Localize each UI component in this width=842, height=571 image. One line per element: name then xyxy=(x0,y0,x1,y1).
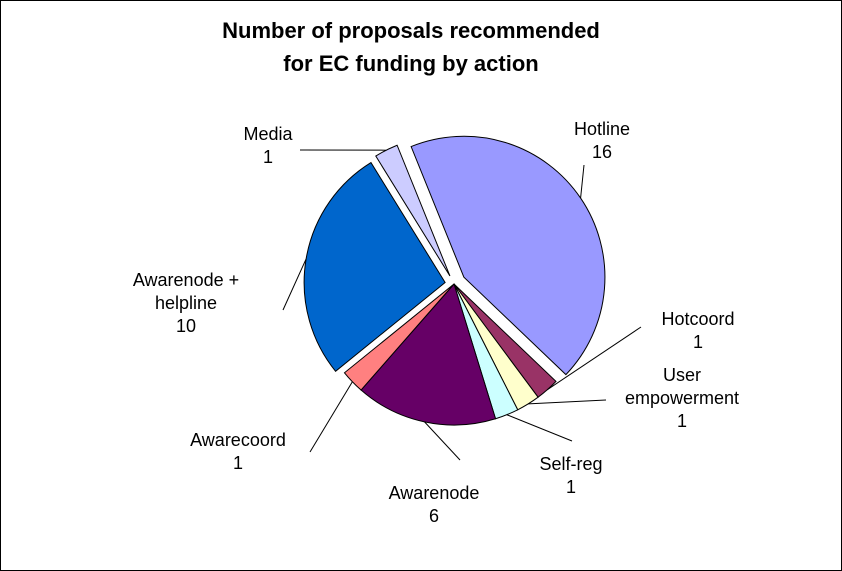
slice-name: helpline xyxy=(155,293,217,313)
leader-lines xyxy=(282,149,642,461)
slice-name: Hotcoord xyxy=(661,309,734,329)
slice-value: 1 xyxy=(693,332,703,352)
pie-slice-awarenode xyxy=(360,282,497,426)
slice-value: 1 xyxy=(233,453,243,473)
pie-slice-hotline xyxy=(410,135,606,376)
slice-label-awarecoord: Awarecoord 1 xyxy=(190,430,286,473)
slice-label-media: Media 1 xyxy=(243,124,293,167)
slice-value: 16 xyxy=(592,142,612,162)
chart-title-line-2: for EC funding by action xyxy=(283,51,538,76)
pie-slices xyxy=(303,135,606,426)
slice-name: Awarenode xyxy=(389,483,480,503)
slice-name: Awarecoord xyxy=(190,430,286,450)
slice-name: Self-reg xyxy=(539,454,602,474)
leader-line-user-empowerment xyxy=(528,399,607,405)
leader-line-awarenode xyxy=(424,421,461,461)
leader-line-hotline xyxy=(580,164,585,199)
slice-value: 6 xyxy=(429,506,439,526)
pie-slice-awarenode-helpline xyxy=(303,161,446,372)
leader-line-awarecoord xyxy=(309,381,353,453)
slice-value: 10 xyxy=(176,316,196,336)
leader-line-hotcoord xyxy=(547,326,642,391)
slice-name: User xyxy=(663,365,701,385)
slice-name: empowerment xyxy=(625,388,739,408)
slice-label-self-reg: Self-reg 1 xyxy=(539,454,602,497)
leader-line-awarenode-helpline xyxy=(282,258,307,311)
slice-label-user-empowerment: User empowerment 1 xyxy=(625,365,739,431)
chart-title-line-1: Number of proposals recommended xyxy=(222,18,600,43)
slice-label-hotcoord: Hotcoord 1 xyxy=(661,309,734,352)
slice-label-awarenode: Awarenode 6 xyxy=(389,483,480,526)
slice-name: Media xyxy=(243,124,293,144)
slice-value: 1 xyxy=(263,147,273,167)
slice-label-awarenode-helpline: Awarenode + helpline 10 xyxy=(133,270,239,336)
slice-name: Hotline xyxy=(574,119,630,139)
leader-line-self-reg xyxy=(506,414,573,442)
slice-value: 1 xyxy=(677,411,687,431)
pie-slice-awarecoord xyxy=(343,283,455,391)
slice-name: Awarenode + xyxy=(133,270,239,290)
slice-label-hotline: Hotline 16 xyxy=(574,119,630,162)
slice-value: 1 xyxy=(566,477,576,497)
